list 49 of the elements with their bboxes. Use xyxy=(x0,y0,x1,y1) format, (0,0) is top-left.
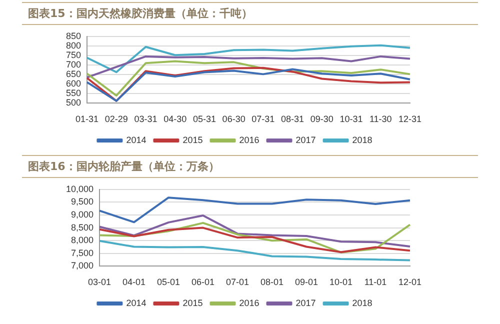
legend-label: 2017 xyxy=(296,298,316,308)
legend-label: 2015 xyxy=(182,298,203,308)
y-tick-label: 9,500 xyxy=(70,196,94,207)
x-tick-label: 07-01 xyxy=(226,277,250,288)
y-tick-label: 750 xyxy=(66,50,82,60)
x-tick-label: 04-30 xyxy=(164,114,187,124)
x-tick-label: 08-31 xyxy=(281,114,304,124)
y-tick-label: 8,500 xyxy=(70,222,94,232)
legend-label: 2015 xyxy=(182,134,203,145)
x-tick-label: 05-31 xyxy=(192,114,216,124)
x-tick-label: 10-31 xyxy=(340,114,363,124)
x-tick-label: 08-01 xyxy=(260,277,284,288)
x-tick-label: 07-31 xyxy=(252,114,275,124)
x-tick-label: 10-01 xyxy=(329,277,353,288)
x-tick-label: 11-01 xyxy=(364,277,387,288)
x-tick-label: 03-31 xyxy=(134,114,158,124)
x-tick-label: 12-31 xyxy=(398,114,422,124)
y-tick-label: 850 xyxy=(66,30,82,41)
y-tick-label: 700 xyxy=(66,60,82,70)
chart-title: 图表16：国内轮胎产量（单位：万条） xyxy=(22,155,478,178)
y-tick-label: 10,000 xyxy=(66,184,94,194)
x-tick-label: 03-01 xyxy=(88,277,112,288)
y-tick-label: 600 xyxy=(66,78,82,89)
legend-label: 2014 xyxy=(126,134,146,145)
x-tick-label: 09-30 xyxy=(310,114,334,124)
legend-label: 2018 xyxy=(352,134,372,145)
y-tick-label: 800 xyxy=(66,40,82,50)
y-tick-label: 550 xyxy=(66,88,82,98)
x-tick-label: 05-01 xyxy=(157,277,180,288)
y-tick-label: 8,000 xyxy=(70,235,94,246)
y-tick-label: 500 xyxy=(66,98,82,108)
x-tick-label: 11-30 xyxy=(369,114,392,124)
x-tick-label: 06-01 xyxy=(192,277,215,288)
y-tick-label: 9,000 xyxy=(70,209,94,220)
x-tick-label: 02-29 xyxy=(104,114,128,124)
legend-label: 2018 xyxy=(352,298,372,308)
x-tick-label: 06-30 xyxy=(222,114,246,124)
legend-label: 2017 xyxy=(296,134,316,145)
legend-label: 2014 xyxy=(126,298,146,308)
x-tick-label: 12-01 xyxy=(398,277,422,288)
chart-title: 图表15：国内天然橡胶消费量（单位：千吨） xyxy=(22,2,478,25)
legend-label: 2016 xyxy=(239,134,260,145)
x-tick-label: 01-31 xyxy=(76,114,99,124)
x-tick-label: 04-01 xyxy=(122,277,146,288)
legend-label: 2016 xyxy=(239,298,260,308)
y-tick-label: 7,500 xyxy=(70,248,94,258)
y-tick-label: 7,000 xyxy=(70,260,94,271)
y-tick-label: 650 xyxy=(66,69,82,80)
x-tick-label: 09-01 xyxy=(294,277,318,288)
